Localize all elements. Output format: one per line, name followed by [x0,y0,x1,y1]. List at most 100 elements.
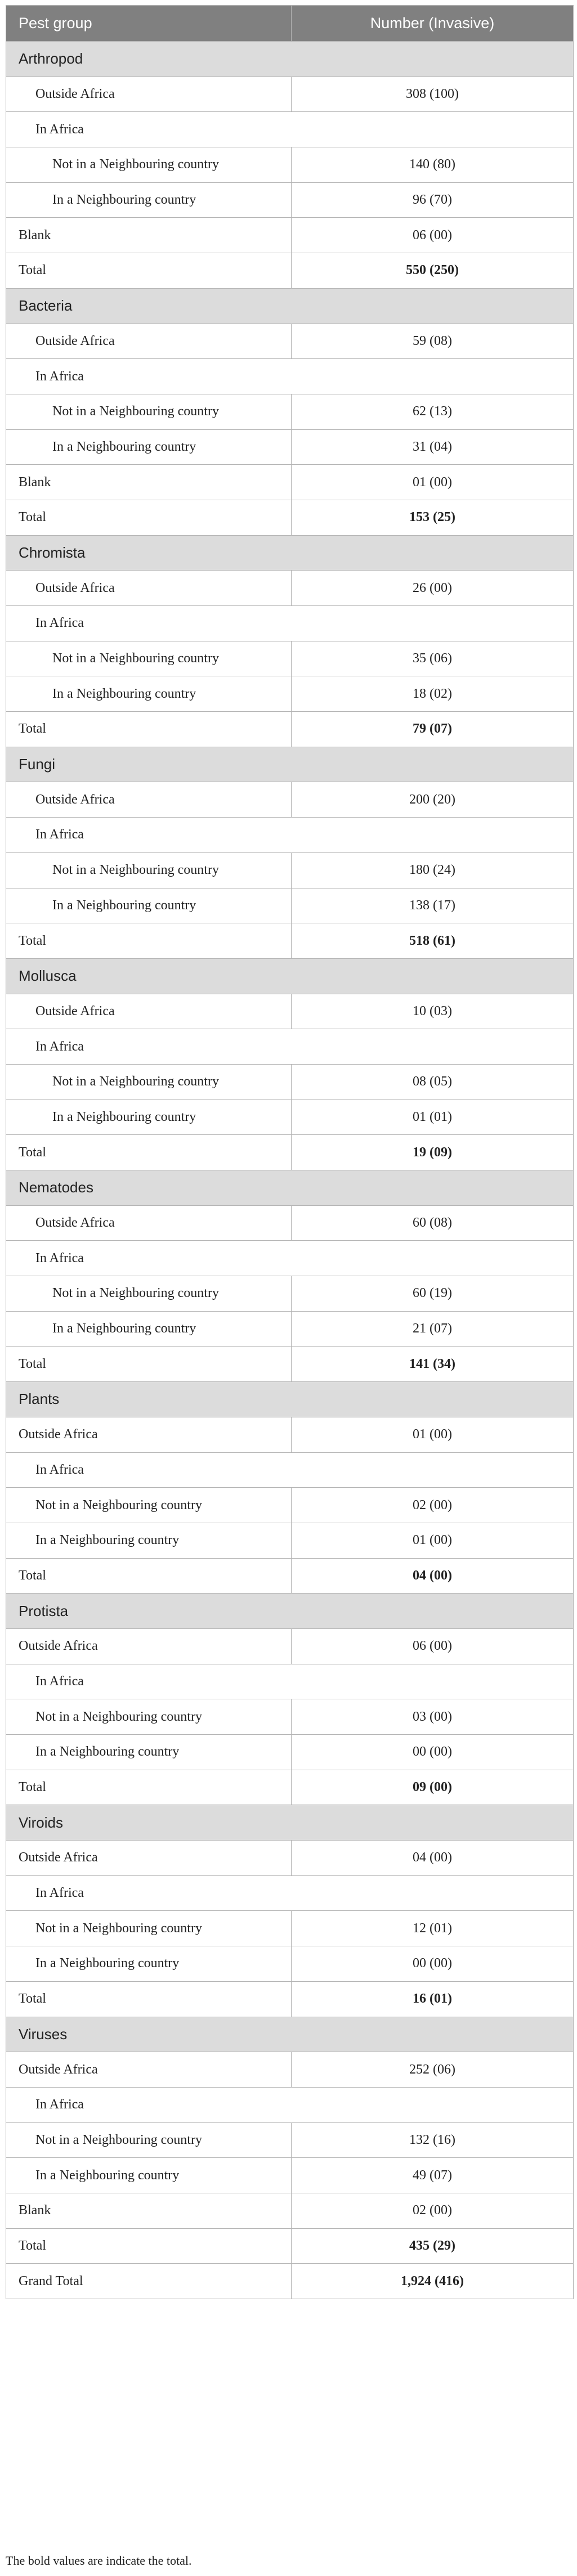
table-row: Outside Africa 308 (100) [6,76,574,113]
row-label: Outside Africa [6,323,292,360]
table-body: Arthropod Outside Africa 308 (100) In Afric… [6,41,574,2299]
row-value: 12 (01) [291,1910,574,1947]
row-value: 518 (61) [291,923,574,959]
row-value: 140 (80) [291,147,574,183]
row-value: 60 (08) [291,1205,574,1241]
row-label: In a Neighbouring country [6,1522,292,1559]
row-label: Not in a Neighbouring country [6,640,292,677]
row-label: Total [6,253,292,289]
table-row: In a Neighbouring country 31 (04) [6,429,574,465]
group-name: Viroids [6,1805,574,1841]
table-row: Outside Africa 06 (00) [6,1628,574,1664]
row-label: Not in a Neighbouring country [6,1699,292,1735]
group-row: Plants [6,1381,574,1417]
row-value: 49 (07) [291,2157,574,2193]
row-label: In a Neighbouring country [6,182,292,218]
total-row: Total 153 (25) [6,499,574,536]
row-value: 60 (19) [291,1276,574,1312]
total-row: Total 435 (29) [6,2228,574,2264]
row-value: 06 (00) [291,217,574,254]
pest-group-table: Pest group Number (Invasive) Arthropod Ou… [6,5,574,2299]
row-value: 01 (00) [291,1522,574,1559]
group-name: Chromista [6,535,574,571]
table-row: Blank 02 (00) [6,2192,574,2229]
row-label: In Africa [6,605,574,641]
row-label: Blank [6,217,292,254]
row-value: 18 (02) [291,676,574,712]
row-value: 62 (13) [291,393,574,430]
group-row: Nematodes [6,1170,574,1206]
group-row: Protista [6,1593,574,1629]
row-value: 141 (34) [291,1346,574,1383]
table-row: Not in a Neighbouring country 180 (24) [6,852,574,888]
row-label: In Africa [6,1875,574,1911]
group-name: Fungi [6,746,574,783]
row-value: 19 (09) [291,1134,574,1170]
header-pest-group: Pest group [6,5,292,42]
group-row: Bacteria [6,288,574,324]
table-row: Blank 01 (00) [6,464,574,500]
row-value: 550 (250) [291,253,574,289]
row-value: 180 (24) [291,852,574,888]
row-value: 16 (01) [291,1981,574,2017]
group-name: Mollusca [6,958,574,994]
total-row: Total 04 (00) [6,1558,574,1594]
row-value: 08 (05) [291,1063,574,1100]
table-row: In Africa [6,358,574,394]
row-label: Total [6,923,292,959]
table-row: In Africa [6,2086,574,2123]
table-row: In Africa [6,111,574,148]
row-label: Outside Africa [6,2052,292,2088]
row-label: In Africa [6,1452,574,1488]
row-label: Not in a Neighbouring country [6,1487,292,1523]
row-label: Total [6,1769,292,1806]
row-label: Outside Africa [6,1628,292,1664]
group-row: Viruses [6,2016,574,2053]
row-value: 138 (17) [291,887,574,924]
group-row: Mollusca [6,958,574,994]
table-row: Not in a Neighbouring country 140 (80) [6,147,574,183]
group-name: Bacteria [6,288,574,324]
row-label: Total [6,711,292,747]
row-value: 35 (06) [291,640,574,677]
grand-total-label: Grand Total [6,2263,292,2299]
row-label: In a Neighbouring country [6,2157,292,2193]
row-value: 01 (00) [291,1416,574,1453]
table-row: Not in a Neighbouring country 02 (00) [6,1487,574,1523]
table-row: In a Neighbouring country 01 (01) [6,1099,574,1136]
table-row: In a Neighbouring country 01 (00) [6,1522,574,1559]
table-row: In a Neighbouring country 00 (00) [6,1946,574,1982]
row-label: Total [6,499,292,536]
row-value: 10 (03) [291,993,574,1030]
total-row: Total 09 (00) [6,1769,574,1806]
row-value: 435 (29) [291,2228,574,2264]
row-label: In a Neighbouring country [6,676,292,712]
row-label: Not in a Neighbouring country [6,147,292,183]
table-row: In Africa [6,1452,574,1488]
table-row: Outside Africa 60 (08) [6,1205,574,1241]
table-row: In Africa [6,817,574,853]
row-label: Not in a Neighbouring country [6,2122,292,2158]
table-footnote: The bold values are indicate the total. [6,2553,192,2568]
table-row: Not in a Neighbouring country 03 (00) [6,1699,574,1735]
group-name: Arthropod [6,41,574,77]
row-value: 04 (00) [291,1840,574,1876]
row-value: 06 (00) [291,1628,574,1664]
group-row: Fungi [6,746,574,783]
row-label: In Africa [6,1663,574,1700]
row-label: Outside Africa [6,782,292,818]
row-label: Blank [6,2192,292,2229]
row-label: Outside Africa [6,1840,292,1876]
row-label: Total [6,2228,292,2264]
row-label: In a Neighbouring country [6,1311,292,1347]
group-name: Protista [6,1593,574,1629]
table-row: In a Neighbouring country 49 (07) [6,2157,574,2193]
total-row: Total 16 (01) [6,1981,574,2017]
row-value: 252 (06) [291,2052,574,2088]
row-value: 26 (00) [291,570,574,606]
table-row: Not in a Neighbouring country 12 (01) [6,1910,574,1947]
row-value: 03 (00) [291,1699,574,1735]
row-label: Outside Africa [6,570,292,606]
table-row: Not in a Neighbouring country 35 (06) [6,640,574,677]
grand-total-value: 1,924 (416) [291,2263,574,2299]
